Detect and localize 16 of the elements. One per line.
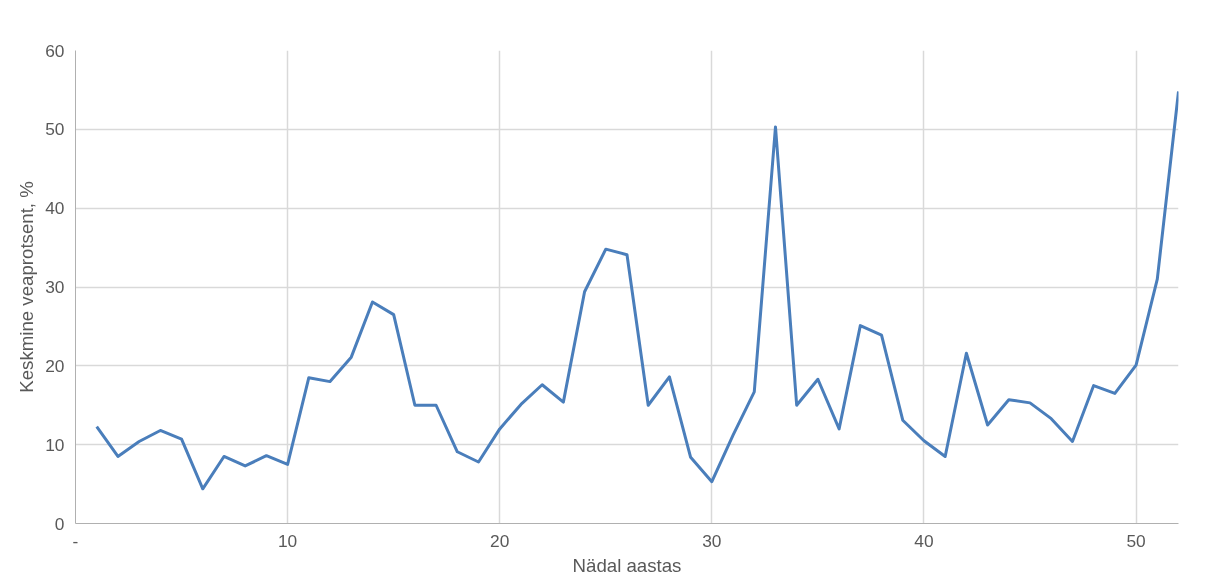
y-axis-title: Keskmine veaprotsent, %	[16, 181, 38, 393]
x-axis-title: Nädal aastas	[572, 554, 682, 576]
y-tick-label: 50	[45, 119, 65, 140]
x-tick-label: 10	[277, 530, 298, 551]
y-tick-label: 0	[54, 513, 65, 534]
y-tick-label: 60	[45, 40, 65, 61]
y-tick-label: 30	[45, 277, 65, 297]
line-series	[95, 89, 1179, 491]
x-tick-label: 50	[1126, 530, 1146, 551]
x-tick-label: 20	[490, 530, 510, 551]
y-tick-label: 10	[45, 434, 65, 455]
y-tick-label: 40	[45, 198, 65, 219]
x-tick-label: 40	[914, 530, 934, 551]
x-tick-label: -	[72, 530, 79, 551]
y-tick-label: 20	[45, 355, 65, 376]
x-tick-label: 30	[702, 530, 722, 551]
